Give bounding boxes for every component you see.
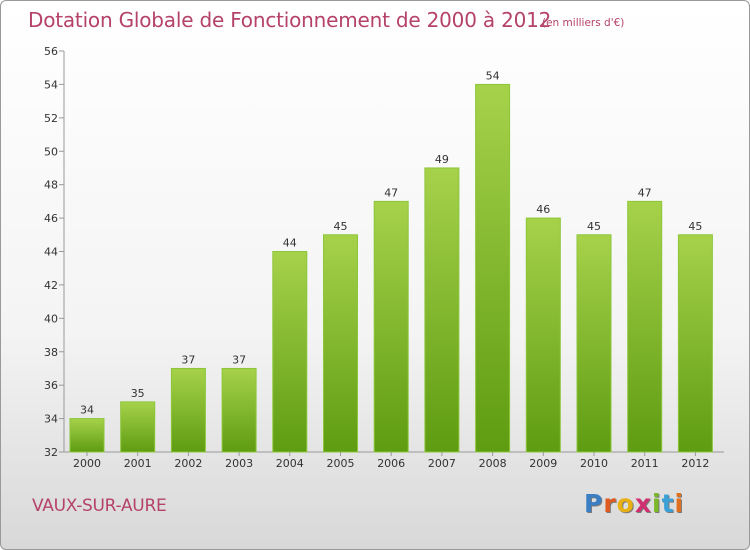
x-tick-label: 2012 <box>681 457 709 470</box>
x-tick-label: 2010 <box>580 457 608 470</box>
proxiti-logo: Proxiti <box>584 489 684 518</box>
x-tick-label: 2004 <box>276 457 304 470</box>
x-tick-label: 2000 <box>73 457 101 470</box>
bar <box>272 251 308 453</box>
y-tick-label: 36 <box>44 379 58 392</box>
y-tick-label: 54 <box>44 78 58 91</box>
bar <box>373 200 409 453</box>
bar <box>221 367 257 453</box>
bar <box>170 367 206 453</box>
logo-letter: x <box>634 489 652 518</box>
x-tick-label: 2002 <box>174 457 202 470</box>
bar-value-label: 37 <box>232 353 246 366</box>
y-tick-label: 56 <box>44 45 58 58</box>
x-tick-label: 2009 <box>529 457 557 470</box>
y-tick-label: 40 <box>44 312 58 325</box>
bar <box>525 217 561 453</box>
bar-value-label: 44 <box>283 237 297 250</box>
y-tick-label: 48 <box>44 179 58 192</box>
bar-value-label: 54 <box>486 69 500 82</box>
bar-value-label: 35 <box>131 387 145 400</box>
unit-note: (en milliers d'€) <box>542 17 625 29</box>
bar-value-label: 34 <box>80 404 94 417</box>
logo-letter: i <box>674 489 685 518</box>
y-tick-label: 42 <box>44 279 58 292</box>
logo-letter: i <box>652 489 662 518</box>
bar-value-label: 37 <box>181 353 195 366</box>
logo-letter: t <box>661 489 675 518</box>
bar <box>677 234 713 453</box>
bar-value-label: 47 <box>384 186 398 199</box>
logo-letter: r <box>603 489 617 518</box>
bar-value-label: 49 <box>435 153 449 166</box>
bar <box>120 401 156 453</box>
logo-letter: o <box>616 489 635 518</box>
x-tick-label: 2005 <box>327 457 355 470</box>
y-tick-label: 46 <box>44 212 58 225</box>
commune-name: VAUX-SUR-AURE <box>32 496 167 516</box>
x-tick-label: 2007 <box>428 457 456 470</box>
y-tick-label: 38 <box>44 346 58 359</box>
bar-value-label: 47 <box>638 186 652 199</box>
x-tick-label: 2008 <box>479 457 507 470</box>
bar-value-label: 45 <box>688 220 702 233</box>
bar <box>576 234 612 453</box>
bar <box>424 167 460 453</box>
logo-letter: P <box>584 489 604 518</box>
bar-value-label: 46 <box>536 203 550 216</box>
x-tick-label: 2001 <box>124 457 152 470</box>
y-tick-label: 32 <box>44 446 58 459</box>
bar-value-label: 45 <box>334 220 348 233</box>
bar-value-label: 45 <box>587 220 601 233</box>
bar <box>627 200 663 453</box>
bar <box>323 234 358 453</box>
x-tick-label: 2006 <box>377 457 405 470</box>
y-tick-label: 44 <box>44 246 58 259</box>
y-tick-label: 50 <box>44 145 58 158</box>
x-tick-label: 2011 <box>631 457 659 470</box>
x-tick-label: 2003 <box>225 457 253 470</box>
bar <box>475 83 511 453</box>
bar <box>69 418 105 453</box>
y-tick-label: 34 <box>44 413 58 426</box>
y-tick-label: 52 <box>44 112 58 125</box>
chart-title: Dotation Globale de Fonctionnement de 20… <box>28 8 552 32</box>
